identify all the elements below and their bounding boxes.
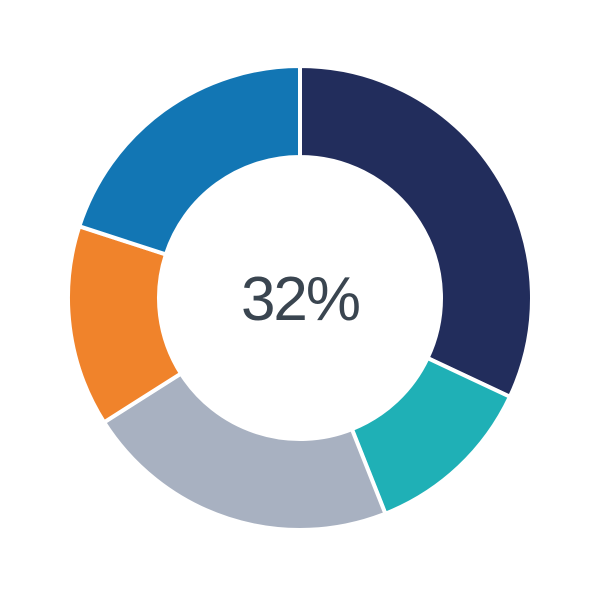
blue-segment[interactable]	[77, 64, 302, 257]
donut-center-label: 32%	[240, 265, 361, 334]
navy-segment[interactable]	[298, 64, 534, 399]
gray-segment[interactable]	[102, 371, 388, 532]
